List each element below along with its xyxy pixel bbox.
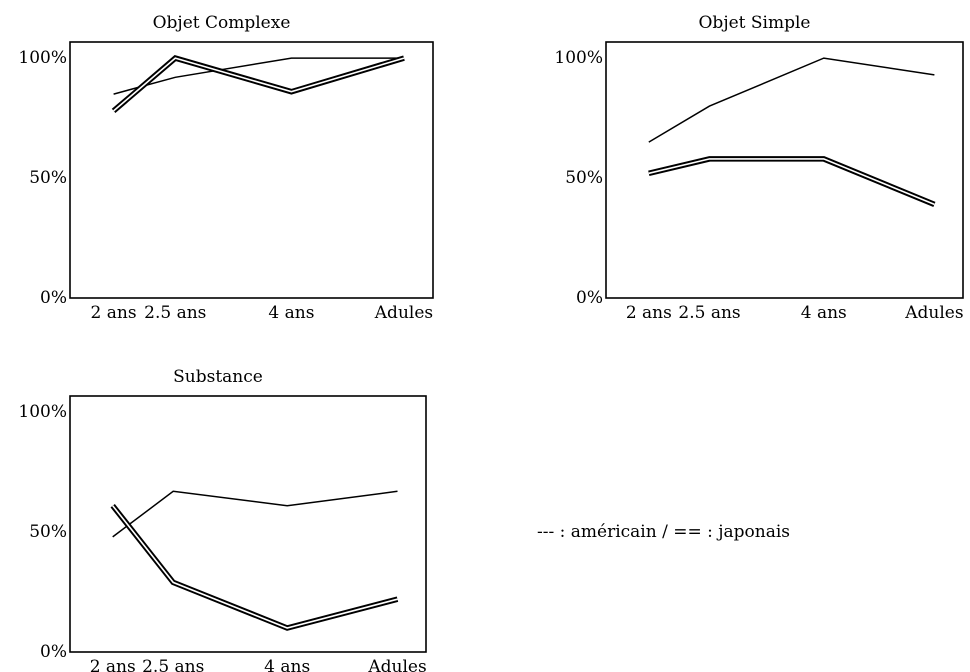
y-tick-label: 100% [18,402,67,422]
chart-panel-3: Substance 0% 50% 100% 2 ans 2.5 ans 4 ans Adule… [18,367,427,672]
chart-title: Objet Simple [699,13,811,33]
plot-frame [69,41,434,299]
y-tick-label: 0% [576,288,603,308]
x-tick-label: 4 ans [264,657,310,672]
series-line-double-inner [648,158,935,206]
x-tick-label: 2 ans [91,303,137,323]
chart-panel-2: Objet Simple 0% 50% 100% 2 ans 2.5 ans 4 ans Ad… [554,13,964,323]
plot-frame [69,395,427,653]
chart-panel-1: Objet Complexe 0% 50% 100% 2 ans 2.5 ans 4 ans… [18,13,434,323]
y-tick-label: 50% [29,522,67,542]
x-tick-label: 4 ans [801,303,847,323]
x-tick-label: 2.5 ans [144,303,206,323]
x-tick-label: Adules [367,657,426,672]
x-tick-label: 2.5 ans [142,657,204,672]
x-tick-label: 2 ans [90,657,136,672]
x-tick-label: 4 ans [268,303,314,323]
y-tick-label: 50% [565,168,603,188]
y-tick-label: 50% [29,168,67,188]
x-tick-label: 2 ans [626,303,672,323]
chart-title: Objet Complexe [153,13,291,33]
series-line-double-inner [112,505,398,629]
x-tick-label: Adules [374,303,433,323]
series-line-double-inner [113,57,405,112]
y-tick-label: 0% [40,642,67,662]
series-line-single [112,490,398,538]
y-tick-label: 100% [18,48,67,68]
x-tick-label: 2.5 ans [678,303,740,323]
legend: --- : américain / == : japonais [537,522,791,542]
plot-frame [605,41,964,299]
y-tick-label: 100% [554,48,603,68]
chart-title: Substance [173,367,263,387]
series-line-single [648,57,935,143]
y-tick-label: 0% [40,288,67,308]
series-line-double-outer [111,55,405,113]
series-line-double-outer [648,156,936,207]
x-tick-label: Adules [904,303,963,323]
